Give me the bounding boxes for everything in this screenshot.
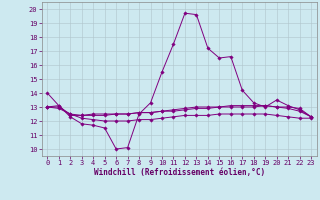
X-axis label: Windchill (Refroidissement éolien,°C): Windchill (Refroidissement éolien,°C): [94, 168, 265, 177]
